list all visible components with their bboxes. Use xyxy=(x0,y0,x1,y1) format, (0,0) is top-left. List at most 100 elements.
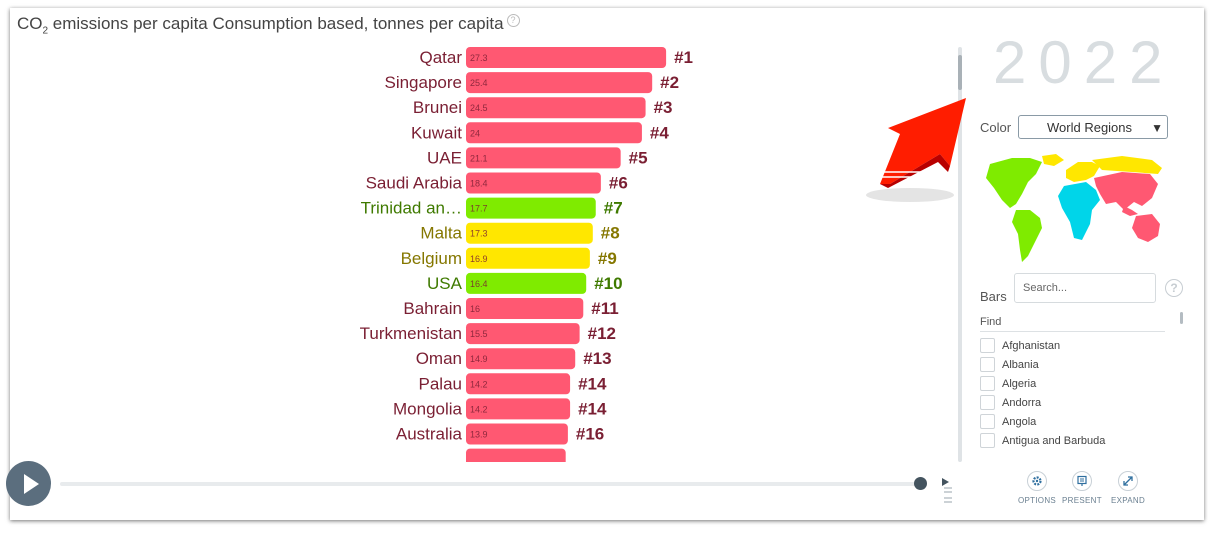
chart-scrollbar-thumb[interactable] xyxy=(958,55,962,90)
country-label: Antigua and Barbuda xyxy=(1002,434,1106,447)
color-label: Color xyxy=(980,120,1012,135)
rank-label: #3 xyxy=(654,98,673,117)
bar-brunei[interactable] xyxy=(466,97,646,119)
category-label: UAE xyxy=(427,148,462,167)
bar-saudi-arabia[interactable] xyxy=(466,172,601,194)
divider xyxy=(980,331,1165,332)
help-icon[interactable]: ? xyxy=(506,14,520,27)
value-label: 14.2 xyxy=(470,379,488,389)
value-label: 21.1 xyxy=(470,153,488,163)
rank-label: #6 xyxy=(609,174,628,193)
rank-label: #10 xyxy=(594,274,622,293)
year-display: 2022 xyxy=(993,29,1175,96)
value-label: 16.9 xyxy=(470,254,488,264)
chart-frame xyxy=(10,8,1204,520)
value-label: 16.4 xyxy=(470,279,488,289)
options-button[interactable]: OPTIONS xyxy=(1017,471,1057,505)
value-label: 24 xyxy=(470,128,480,138)
world-regions-map[interactable] xyxy=(982,152,1168,270)
help-icon[interactable]: ? xyxy=(1165,279,1183,297)
bar-turkmenistan[interactable] xyxy=(466,323,580,345)
category-label: Kuwait xyxy=(411,123,462,142)
list-item[interactable]: Afghanistan xyxy=(980,336,1170,355)
value-label: 16 xyxy=(470,304,480,314)
red-arrow-icon xyxy=(866,98,966,202)
category-label: Saudi Arabia xyxy=(366,174,463,193)
find-label: Find xyxy=(980,316,1002,328)
value-label: 24.5 xyxy=(470,103,488,113)
present-button[interactable]: PRESENT xyxy=(1062,471,1102,505)
rank-label: #14 xyxy=(578,374,607,393)
category-label: Singapore xyxy=(384,73,462,92)
bar-kuwait[interactable] xyxy=(466,122,642,144)
value-label: 17.3 xyxy=(470,229,488,239)
country-label: Algeria xyxy=(1002,377,1037,390)
expand-button[interactable]: EXPAND xyxy=(1108,471,1148,505)
bar-oman[interactable] xyxy=(466,348,576,370)
gear-icon xyxy=(1032,476,1042,486)
bar-australia[interactable] xyxy=(466,423,568,445)
rank-label: #5 xyxy=(629,148,648,167)
bar-chart: Qatar 27.3 #1 Singapore 25.4 #2 Brunei 24.5 #3 Ku… xyxy=(360,47,693,462)
play-button[interactable] xyxy=(6,461,51,506)
bar-usa[interactable] xyxy=(466,272,587,294)
chart-title: CO2 emissions per capita Consumption bas… xyxy=(17,14,520,36)
checkbox[interactable] xyxy=(980,338,995,353)
country-label: Andorra xyxy=(1002,396,1042,409)
category-label: Qatar xyxy=(419,48,462,67)
bar-partial xyxy=(466,448,566,462)
checkbox[interactable] xyxy=(980,376,995,391)
category-label: Australia xyxy=(396,425,463,444)
value-label: 17.7 xyxy=(470,204,488,214)
list-scrollbar[interactable] xyxy=(1180,312,1183,324)
value-label: 14.2 xyxy=(470,404,488,414)
rank-label: #4 xyxy=(650,123,669,142)
speed-icon[interactable] xyxy=(940,474,954,504)
bar-bahrain[interactable] xyxy=(466,298,584,319)
category-label: Bahrain xyxy=(403,299,462,318)
bar-malta[interactable] xyxy=(466,222,593,244)
timeline-slider[interactable] xyxy=(60,482,922,486)
rank-label: #12 xyxy=(588,324,616,343)
rank-label: #1 xyxy=(674,48,693,67)
value-label: 14.9 xyxy=(470,354,488,364)
list-item[interactable]: Albania xyxy=(980,355,1170,374)
value-label: 25.4 xyxy=(470,78,488,88)
rank-label: #16 xyxy=(576,425,604,444)
country-label: Albania xyxy=(1002,358,1039,371)
rank-label: #2 xyxy=(660,73,679,92)
bar-belgium[interactable] xyxy=(466,247,590,269)
bar-trinidad-an-[interactable] xyxy=(466,197,596,219)
category-label: Trinidad an… xyxy=(361,199,462,218)
rank-label: #13 xyxy=(583,349,611,368)
category-label: USA xyxy=(427,274,463,293)
category-label: Palau xyxy=(419,374,462,393)
bar-uae[interactable] xyxy=(466,147,621,169)
checkbox[interactable] xyxy=(980,414,995,429)
checkbox[interactable] xyxy=(980,395,995,410)
timeline-handle[interactable] xyxy=(914,477,927,490)
country-list: Afghanistan Albania Algeria Andorra Angola An… xyxy=(980,336,1170,452)
search-input[interactable]: Search... xyxy=(1014,273,1156,303)
category-label: Belgium xyxy=(401,249,462,268)
checkbox[interactable] xyxy=(980,357,995,372)
chart-scrollbar[interactable] xyxy=(958,47,962,462)
country-label: Afghanistan xyxy=(1002,339,1061,352)
rank-label: #14 xyxy=(578,399,607,418)
country-label: Angola xyxy=(1002,415,1037,428)
expand-icon xyxy=(1123,476,1133,486)
bar-singapore[interactable] xyxy=(466,72,653,94)
bar-qatar[interactable] xyxy=(466,47,667,68)
category-label: Oman xyxy=(416,349,462,368)
list-item[interactable]: Andorra xyxy=(980,393,1170,412)
list-item[interactable]: Angola xyxy=(980,412,1170,431)
present-icon xyxy=(1077,475,1087,486)
list-item[interactable]: Algeria xyxy=(980,374,1170,393)
list-item[interactable]: Antigua and Barbuda xyxy=(980,431,1170,450)
checkbox[interactable] xyxy=(980,433,995,448)
chevron-down-icon: ▼ xyxy=(1151,121,1163,135)
bar-palau[interactable] xyxy=(466,373,571,395)
bar-mongolia[interactable] xyxy=(466,398,571,420)
color-select[interactable]: World Regions ▼ xyxy=(1018,115,1168,139)
rank-label: #7 xyxy=(604,199,623,218)
